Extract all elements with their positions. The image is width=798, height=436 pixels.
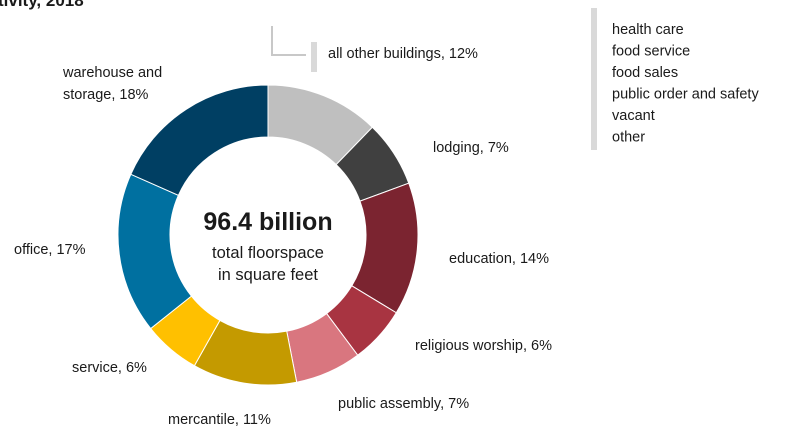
bracket-bar bbox=[311, 42, 317, 72]
connector bbox=[271, 26, 306, 56]
slice-label: all other buildings, 12% bbox=[328, 46, 478, 62]
slice-label: service, 6% bbox=[72, 360, 147, 376]
chart-title: tivity, 2018 bbox=[0, 0, 84, 10]
slice-label: storage, 18% bbox=[63, 87, 149, 103]
other-building-item: public order and safety bbox=[612, 87, 759, 103]
slice-label: religious worship, 6% bbox=[415, 338, 552, 354]
other-building-item: vacant bbox=[612, 108, 655, 124]
center-subtitle: total floorspace bbox=[212, 244, 324, 262]
slice-label: mercantile, 11% bbox=[168, 412, 271, 428]
slice-label: office, 17% bbox=[14, 242, 86, 258]
slice-label: education, 14% bbox=[449, 251, 549, 267]
list-bar bbox=[591, 8, 597, 150]
center-subtitle: in square feet bbox=[218, 266, 318, 284]
slice-label: warehouse and bbox=[62, 65, 162, 81]
other-building-item: food sales bbox=[612, 65, 678, 81]
other-building-item: health care bbox=[612, 22, 684, 38]
donut-slice bbox=[117, 173, 193, 330]
donut-slice bbox=[130, 84, 269, 196]
slice-label: lodging, 7% bbox=[433, 140, 509, 156]
slice-label: public assembly, 7% bbox=[338, 396, 469, 412]
center-title: 96.4 billion bbox=[203, 208, 332, 236]
other-building-item: food service bbox=[612, 44, 690, 60]
other-building-item: other bbox=[612, 130, 645, 146]
